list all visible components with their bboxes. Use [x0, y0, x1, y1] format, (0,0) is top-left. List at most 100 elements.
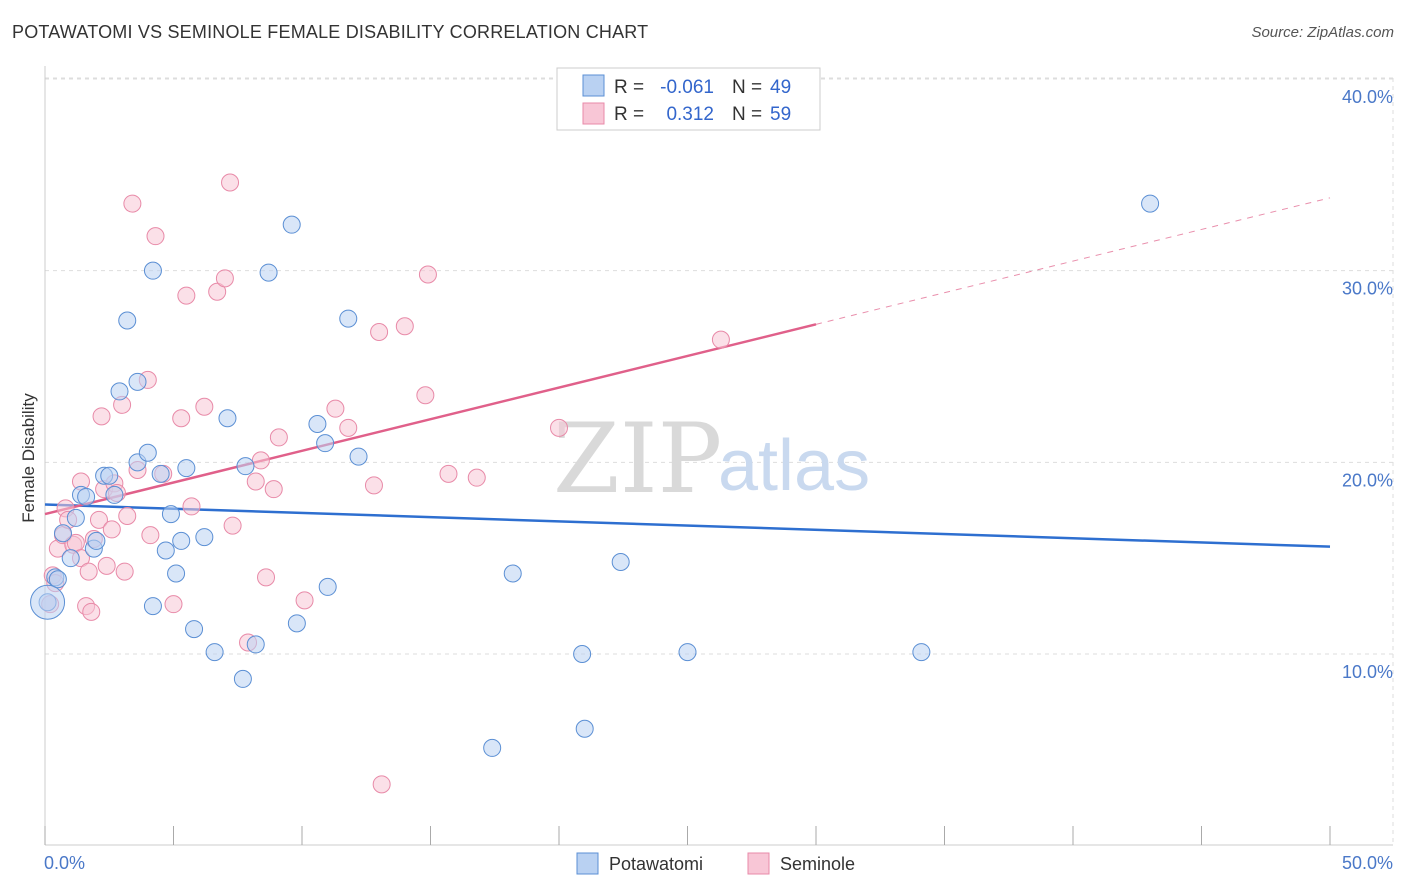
- potawatomi-point-44: [575, 719, 594, 738]
- potawatomi-point-12: [105, 485, 124, 504]
- seminole-point-34: [195, 397, 214, 416]
- seminole-point-18: [102, 520, 121, 539]
- seminole-point-46: [326, 399, 345, 418]
- seminole-point-33: [182, 497, 201, 516]
- seminole-point-52: [416, 386, 435, 405]
- potawatomi-point-48: [1141, 194, 1160, 213]
- y-axis-label: Female Disability: [19, 393, 38, 523]
- potawatomi-point-36: [308, 415, 327, 433]
- trend-line-seminole-extrapolated: [815, 197, 1331, 325]
- potawatomi-point-5: [66, 508, 85, 527]
- seminole-point-28: [146, 227, 165, 246]
- x-tick-label-min: 0.0%: [44, 853, 85, 873]
- seminole-point-27: [141, 526, 160, 545]
- seminole-point-55: [467, 468, 486, 487]
- seminole-point-35: [208, 282, 227, 301]
- seminole-point-53: [418, 265, 437, 284]
- potawatomi-point-33: [259, 263, 278, 282]
- legend-box: R = -0.061 N = 49 R = 0.312 N = 59: [556, 67, 821, 131]
- potawatomi-point-47: [912, 643, 931, 662]
- potawatomi-point-25: [177, 459, 196, 478]
- seminole-point-57: [711, 330, 730, 349]
- seminole-point-12: [82, 602, 101, 621]
- potawatomi-point-45: [611, 553, 630, 571]
- potawatomi-point-14: [118, 311, 137, 330]
- seminole-point-56: [550, 418, 568, 437]
- legend-n-value-seminole: 59: [770, 104, 791, 125]
- seminole-point-32: [177, 286, 196, 305]
- y-tick-label-10: 10.0%: [1342, 662, 1393, 682]
- watermark-atlas: atlas: [718, 426, 870, 506]
- potawatomi-points: [30, 194, 1160, 757]
- potawatomi-point-23: [167, 564, 186, 583]
- potawatomi-point-9: [87, 531, 106, 550]
- seminole-point-49: [370, 323, 389, 341]
- potawatomi-point-3: [53, 524, 72, 543]
- seminole-point-17: [97, 556, 116, 575]
- seminole-point-38: [223, 516, 242, 535]
- bottom-legend-label-potawatomi: Potawatomi: [609, 854, 703, 874]
- legend-r-value-seminole: 0.312: [666, 104, 714, 125]
- potawatomi-point-30: [233, 669, 252, 688]
- seminole-point-50: [372, 775, 391, 794]
- potawatomi-point-24: [172, 531, 191, 550]
- potawatomi-point-19: [143, 597, 162, 616]
- potawatomi-point-7: [77, 487, 96, 506]
- x-tick-label-max: 50.0%: [1342, 853, 1393, 873]
- legend-r-label-seminole: R =: [614, 104, 644, 125]
- seminole-point-14: [89, 510, 108, 529]
- potawatomi-point-46: [678, 643, 697, 662]
- legend-r-label-potawatomi: R =: [614, 77, 644, 98]
- bottom-legend: Potawatomi Seminole: [576, 852, 855, 875]
- potawatomi-point-43: [573, 645, 592, 663]
- trend-line-potawatomi: [44, 503, 1331, 548]
- y-tick-labels: 10.0% 20.0% 30.0% 40.0%: [1342, 87, 1393, 682]
- potawatomi-point-21: [156, 541, 175, 560]
- seminole-point-24: [123, 194, 142, 213]
- potawatomi-point-41: [483, 738, 502, 757]
- seminole-point-30: [164, 595, 183, 614]
- bottom-legend-label-seminole: Seminole: [780, 854, 855, 874]
- chart-title: POTAWATOMI VS SEMINOLE FEMALE DISABILITY…: [12, 22, 649, 42]
- potawatomi-point-20: [151, 464, 170, 483]
- legend-n-label-potawatomi: N =: [732, 77, 762, 98]
- legend-swatch-potawatomi: [582, 74, 605, 97]
- watermark: ZIP atlas: [553, 403, 870, 515]
- legend-n-value-potawatomi: 49: [770, 77, 791, 98]
- seminole-point-31: [172, 409, 191, 428]
- legend-r-value-potawatomi: -0.061: [660, 77, 714, 98]
- potawatomi-point-39: [339, 309, 358, 328]
- potawatomi-point-11: [100, 466, 119, 485]
- potawatomi-point-18: [143, 261, 162, 280]
- potawatomi-point-17: [138, 443, 157, 462]
- potawatomi-point-35: [287, 614, 306, 633]
- potawatomi-point-34: [282, 215, 301, 234]
- potawatomi-point-40: [349, 447, 368, 466]
- source-label: Source: ZipAtlas.com: [1251, 24, 1394, 41]
- seminole-point-41: [251, 451, 270, 470]
- trend-lines: [44, 197, 1331, 548]
- potawatomi-point-26: [185, 620, 204, 639]
- seminole-point-47: [339, 418, 358, 437]
- seminole-point-43: [264, 480, 283, 499]
- bottom-legend-swatch-seminole: [747, 852, 770, 875]
- y-tick-label-40: 40.0%: [1342, 87, 1393, 107]
- axes: [44, 66, 1393, 846]
- potawatomi-point-22: [161, 505, 180, 524]
- potawatomi-point-38: [318, 577, 337, 596]
- legend-swatch-seminole: [582, 102, 605, 125]
- potawatomi-point-32: [246, 635, 265, 654]
- seminole-point-54: [439, 464, 458, 483]
- potawatomi-point-28: [205, 643, 224, 662]
- trend-line-seminole: [44, 323, 817, 516]
- legend-n-label-seminole: N =: [732, 104, 762, 125]
- potawatomi-point-29: [218, 409, 237, 428]
- bottom-legend-swatch-potawatomi: [576, 852, 599, 875]
- seminole-point-40: [246, 472, 265, 491]
- potawatomi-point-16: [128, 372, 147, 391]
- seminole-point-42: [257, 568, 276, 587]
- potawatomi-point-31: [236, 457, 255, 476]
- potawatomi-point-13: [110, 382, 129, 401]
- potawatomi-point-42: [503, 564, 522, 583]
